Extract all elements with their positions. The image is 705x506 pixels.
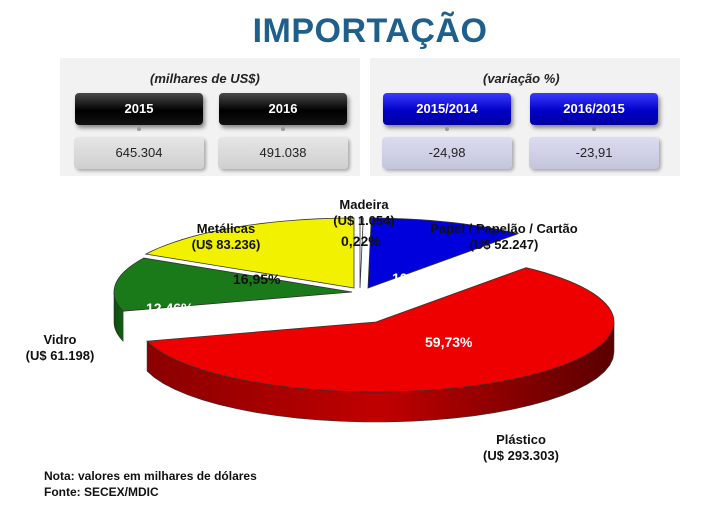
pct-vidro: 12,46% — [146, 300, 194, 316]
pct-papel: 10,64% — [392, 270, 440, 286]
header-2015: 2015 — [75, 93, 203, 125]
value-2015: 645.304 — [74, 137, 204, 169]
unit-value-label: (milhares de US$) — [150, 71, 260, 86]
pie-slice-3 — [113, 257, 353, 312]
source-note: Fonte: SECEX/MDIC — [44, 485, 159, 499]
pie-slice-1 — [367, 217, 520, 289]
value-2016: 491.038 — [218, 137, 348, 169]
connector-dot — [137, 127, 141, 131]
header-2016-2015: 2016/2015 — [530, 93, 658, 125]
header-2016: 2016 — [219, 93, 347, 125]
pct-metalicas: 16,95% — [233, 271, 281, 287]
pie-slice-4 — [144, 217, 355, 289]
pie-slice-2 — [146, 267, 615, 393]
unit-change-label: (variação %) — [483, 71, 560, 86]
footnote: Nota: valores em milhares de dólares — [44, 469, 257, 483]
header-2015-2014: 2015/2014 — [383, 93, 511, 125]
connector-dot — [592, 127, 596, 131]
label-metalicas: Metálicas (U$ 83.236) — [191, 221, 261, 252]
page-title: IMPORTAÇÃO — [252, 12, 488, 50]
pct-plastico: 59,73% — [425, 334, 473, 350]
label-papel: Papel / Papelão / Cartão (U$ 52.247) — [430, 221, 578, 252]
pie-slice-0 — [359, 217, 364, 289]
connector-dot — [445, 127, 449, 131]
label-plastico: Plástico (U$ 293.303) — [483, 432, 559, 463]
connector-dot — [281, 127, 285, 131]
label-vidro: Vidro (U$ 61.198) — [25, 332, 95, 363]
value-2015-2014: -24,98 — [382, 137, 512, 169]
value-2016-2015: -23,91 — [529, 137, 659, 169]
pct-madeira: 0,22% — [341, 233, 381, 249]
label-madeira: Madeira (U$ 1.054) — [333, 197, 395, 228]
